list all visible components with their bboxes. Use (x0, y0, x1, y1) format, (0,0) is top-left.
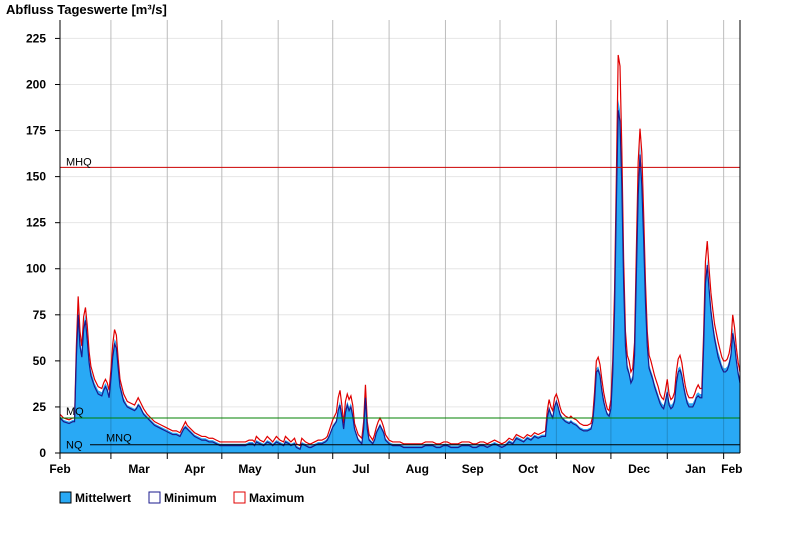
legend-swatch-maximum (233, 491, 246, 504)
x-tick-label: Aug (406, 462, 429, 476)
refline-label-mq: MQ (66, 406, 84, 418)
maximum-line (59, 54, 741, 447)
y-tick-label: 125 (26, 216, 46, 230)
y-tick-label: 175 (26, 124, 46, 138)
x-tick-label: Jun (295, 462, 316, 476)
x-tick-label: May (238, 462, 262, 476)
x-tick-label: Feb (49, 462, 70, 476)
reference-lines-layer: MHQ MQ MNQ NQ (60, 156, 740, 452)
legend-swatch-minimum (148, 491, 161, 504)
y-tick-label: 75 (33, 308, 47, 322)
y-tick-label: 225 (26, 31, 46, 45)
minimum-line (59, 110, 741, 451)
legend-swatch-mittelwert (59, 491, 72, 504)
x-tick-label: Mar (128, 462, 150, 476)
refline-label-mnq: MNQ (106, 433, 132, 445)
refline-label-mhq: MHQ (66, 156, 92, 168)
x-tick-label: Oct (518, 462, 538, 476)
legend-label-mittelwert: Mittelwert (75, 491, 131, 505)
y-tick-label: 50 (33, 354, 47, 368)
x-tick-label: Apr (184, 462, 205, 476)
y-tick-label: 150 (26, 170, 46, 184)
mittelwert-area (60, 99, 740, 453)
x-tick-label: Jan (685, 462, 706, 476)
refline-label-nq: NQ (66, 440, 83, 452)
chart-title: Abfluss Tageswerte [m³/s] (6, 2, 167, 17)
y-tick-label: 100 (26, 262, 46, 276)
x-tick-label: Dec (628, 462, 650, 476)
x-tick-label: Jul (352, 462, 369, 476)
y-tick-label: 25 (33, 400, 47, 414)
x-tick-label: Nov (572, 462, 595, 476)
legend: Mittelwert Minimum Maximum (59, 491, 304, 505)
legend-label-maximum: Maximum (249, 491, 304, 505)
legend-label-minimum: Minimum (164, 491, 217, 505)
axes-layer: 0 25 50 75 100 125 150 175 200 225 Feb Mar Apr May Jun… (26, 20, 742, 476)
gridlines (60, 20, 740, 453)
x-tick-label: Sep (462, 462, 484, 476)
y-tick-label: 200 (26, 77, 46, 91)
series-lines-layer (59, 54, 741, 451)
x-tick-label: Feb (721, 462, 742, 476)
y-tick-label: 0 (39, 446, 46, 460)
